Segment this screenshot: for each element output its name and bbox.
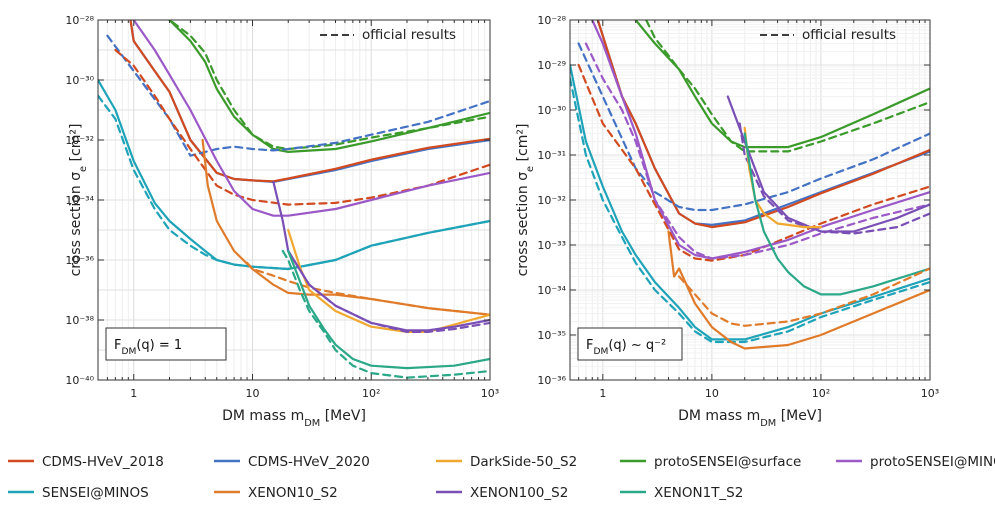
legend-label: XENON10_S2 xyxy=(248,485,338,501)
series-line-darkside-50-s2-rederived xyxy=(287,228,490,333)
legend-label: DarkSide-50_S2 xyxy=(470,454,577,470)
legend-label: XENON1T_S2 xyxy=(654,485,743,501)
series-line-xenon100-s2-official xyxy=(287,249,490,333)
series-line-xenon10-s2-rederived xyxy=(667,230,930,350)
legend-item: DarkSide-50_S2 xyxy=(436,454,577,470)
series-line-protosensei-minos-rederived xyxy=(132,20,490,217)
form-factor-box xyxy=(577,327,683,361)
legend-label: XENON100_S2 xyxy=(470,485,568,501)
y-tick-label: 10⁻³² xyxy=(65,134,94,147)
series-line-cdms-hvev-2020-official xyxy=(106,34,490,157)
form-factor-box xyxy=(105,327,227,361)
series-line-sensei-minos-official xyxy=(98,94,490,271)
legend-item: XENON10_S2 xyxy=(214,485,338,501)
series-group xyxy=(98,20,490,379)
x-tick-label: 10² xyxy=(362,387,380,400)
legend-item: SENSEI@MINOS xyxy=(8,485,149,501)
legend-label: SENSEI@MINOS xyxy=(42,485,149,501)
legend: CDMS-HVeV_2018 CDMS-HVeV_2020 DarkSide-50_… xyxy=(8,454,995,501)
legend-label: protoSENSEI@surface xyxy=(654,454,801,470)
legend-label: CDMS-HVeV_2018 xyxy=(42,454,164,470)
official-results-label: official results xyxy=(362,27,456,43)
series-line-cdms-hvev-2018-rederived xyxy=(596,20,930,229)
x-axis-label: DM mass mDM [MeV] xyxy=(678,408,822,429)
legend-item: CDMS-HVeV_2020 xyxy=(214,454,370,470)
series-line-xenon1t-s2-rederived xyxy=(287,249,490,370)
y-tick-label: 10⁻³³ xyxy=(537,239,566,252)
series-line-protosensei-surface-rederived xyxy=(166,20,490,153)
series-line-xenon1t-s2-rederived xyxy=(743,132,930,296)
series-line-sensei-minos-official xyxy=(570,77,930,344)
y-tick-label: 10⁻³⁴ xyxy=(65,194,94,207)
x-tick-label: 10³ xyxy=(921,387,939,400)
legend-label: CDMS-HVeV_2020 xyxy=(248,454,370,470)
legend-item: XENON100_S2 xyxy=(436,485,568,501)
legend-item: protoSENSEI@surface xyxy=(620,454,801,470)
series-line-cdms-hvev-2018-official xyxy=(577,63,930,262)
y-tick-label: 10⁻³² xyxy=(537,194,566,207)
x-axis-label: DM mass mDM [MeV] xyxy=(222,408,366,429)
series-line-xenon10-s2-official xyxy=(678,267,930,327)
x-tick-label: 10 xyxy=(245,387,259,400)
series-line-xenon100-s2-rederived xyxy=(272,180,490,332)
series-line-protosensei-surface-official xyxy=(167,20,490,151)
y-tick-label: 10⁻³⁰ xyxy=(537,104,566,117)
form-factor-label: FDM(q) ~ q⁻² xyxy=(586,338,666,357)
y-tick-label: 10⁻³¹ xyxy=(537,149,566,162)
y-tick-label: 10⁻³⁶ xyxy=(537,374,566,387)
x-tick-label: 10² xyxy=(812,387,830,400)
series-line-xenon10-s2-official xyxy=(246,261,490,316)
series-line-protosensei-surface-official xyxy=(645,20,930,153)
y-tick-label: 10⁻³⁴ xyxy=(537,284,566,297)
official-results-label: official results xyxy=(802,27,896,43)
panel-left-fdm-1: 1 10 10² 10³ 10⁻²⁸ 10⁻³⁰ 10⁻³² 10⁻³⁴ 10⁻³⁶ 10⁻³⁸ 1… xyxy=(65,14,499,429)
legend-item: CDMS-HVeV_2018 xyxy=(8,454,164,470)
y-tick-label: 10⁻²⁸ xyxy=(537,14,566,27)
y-tick-label: 10⁻²⁸ xyxy=(65,14,94,27)
y-tick-label: 10⁻⁴⁰ xyxy=(65,374,94,387)
series-line-cdms-hvev-2018-rederived xyxy=(129,20,490,183)
y-tick-label: 10⁻³⁵ xyxy=(537,329,566,342)
legend-item: protoSENSEI@MINOS xyxy=(836,454,995,470)
series-line-sensei-minos-rederived xyxy=(98,78,490,271)
series-line-xenon10-s2-rederived xyxy=(201,138,490,316)
series-line-cdms-hvev-2020-official xyxy=(577,42,930,212)
x-tick-label: 10 xyxy=(705,387,719,400)
x-tick-label: 10³ xyxy=(481,387,499,400)
y-tick-label: 10⁻²⁹ xyxy=(537,59,566,72)
series-line-protosensei-minos-official xyxy=(584,42,930,260)
y-tick-label: 10⁻³⁶ xyxy=(65,254,94,267)
y-axis-label: cross section σe [cm²] xyxy=(515,124,536,277)
y-tick-label: 10⁻³⁸ xyxy=(65,314,94,327)
series-line-cdms-hvev-2018-official xyxy=(114,48,490,206)
form-factor-label: FDM(q) = 1 xyxy=(114,338,182,357)
y-axis-label: cross section σe [cm²] xyxy=(68,124,89,277)
grid xyxy=(569,19,931,381)
legend-label: protoSENSEI@MINOS xyxy=(870,454,995,470)
series-line-xenon1t-s2-official xyxy=(281,249,490,379)
panel-right-fdm-q2: 1 10 10² 10³ 10⁻²⁸ 10⁻²⁹ 10⁻³⁰ 10⁻³¹ 10⁻³² 10⁻³³ 1… xyxy=(515,14,939,429)
x-tick-label: 1 xyxy=(130,387,137,400)
x-tick-label: 1 xyxy=(599,387,606,400)
series-group xyxy=(570,20,930,350)
y-tick-label: 10⁻³⁰ xyxy=(65,74,94,87)
legend-item: XENON1T_S2 xyxy=(620,485,743,501)
